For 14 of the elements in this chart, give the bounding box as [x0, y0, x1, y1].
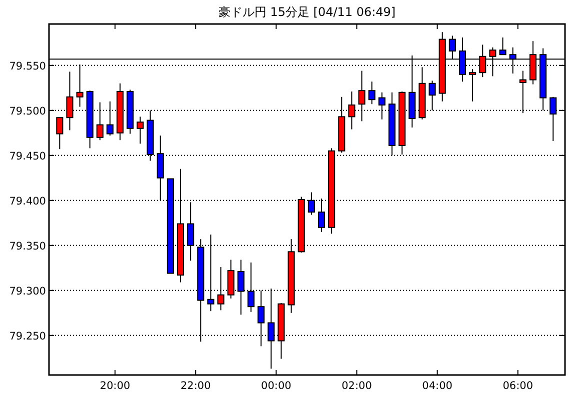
chart-title: 豪ドル円 15分足 [04/11 06:49]	[218, 5, 396, 19]
y-tick-label: 79.300	[9, 285, 46, 298]
x-tick-label: 06:00	[502, 380, 534, 392]
y-tick-label: 79.350	[9, 240, 46, 252]
x-tick-label: 04:00	[422, 380, 452, 392]
y-tick-label: 79.550	[9, 60, 46, 72]
y-tick-label: 79.400	[9, 195, 46, 208]
y-tick-label: 79.450	[9, 150, 46, 162]
x-tick-label: 00:00	[261, 380, 292, 392]
y-tick-label: 79.500	[9, 105, 46, 118]
x-tick-label: 20:00	[100, 380, 130, 392]
x-tick-label: 02:00	[342, 380, 372, 392]
x-tick-label: 22:00	[180, 380, 211, 392]
y-tick-label: 79.250	[9, 330, 46, 342]
